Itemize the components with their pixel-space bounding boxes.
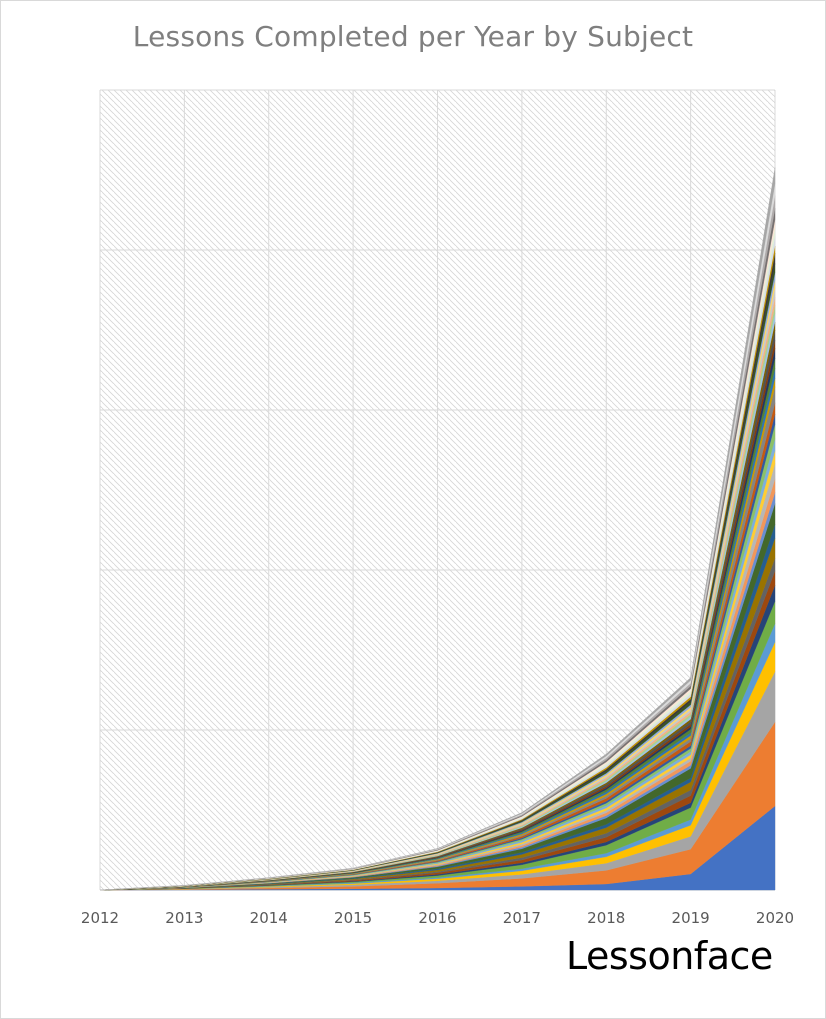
x-axis-tick-labels: 2012 2013 2014 2015 2016 2017 2018 2019 2020 [81, 909, 794, 927]
x-tick-label-2020: 2020 [756, 909, 794, 927]
x-tick-label-2018: 2018 [587, 909, 625, 927]
x-tick-label-2019: 2019 [672, 909, 710, 927]
lessonface-logo: Lessonface [566, 934, 773, 978]
x-tick-label-2017: 2017 [503, 909, 541, 927]
x-tick-label-2013: 2013 [165, 909, 203, 927]
x-tick-label-2014: 2014 [250, 909, 288, 927]
area-series-44 [99, 167, 776, 891]
chart-title: Lessons Completed per Year by Subject [132, 20, 694, 53]
x-tick-label-2012: 2012 [81, 909, 119, 927]
x-tick-label-2015: 2015 [334, 909, 372, 927]
x-tick-label-2016: 2016 [418, 909, 456, 927]
area-series-group [99, 167, 776, 891]
